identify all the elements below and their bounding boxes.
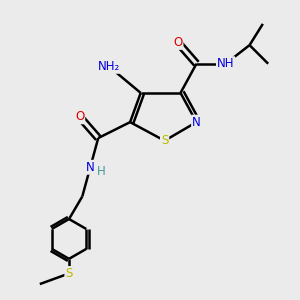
Text: N: N (192, 116, 201, 129)
Text: NH: NH (217, 57, 234, 70)
Text: S: S (65, 267, 73, 280)
Text: S: S (161, 134, 168, 147)
Text: NH₂: NH₂ (98, 60, 120, 73)
Text: H: H (97, 165, 105, 178)
Text: O: O (173, 36, 182, 49)
Text: O: O (75, 110, 84, 123)
Text: N: N (86, 161, 94, 174)
